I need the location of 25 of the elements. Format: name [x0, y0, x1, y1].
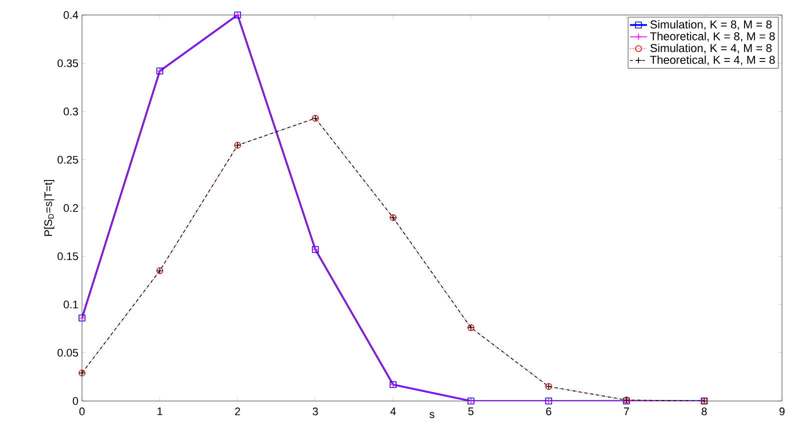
x-tick-label: 6: [546, 408, 552, 416]
legend-label: Theoretical, K = 4, M = 8: [650, 55, 775, 66]
x-tick-label: 2: [235, 408, 240, 416]
x-tick-label: 1: [158, 408, 162, 416]
y-tick-label: 0: [72, 397, 78, 405]
x-tick-label: 7: [624, 408, 629, 416]
y-tick-label: 0.05: [58, 348, 78, 357]
x-tick-label: 5: [468, 408, 474, 416]
y-tick-label: 0.25: [58, 156, 78, 164]
legend-label: Simulation, K = 4, M = 8: [650, 44, 772, 54]
x-tick-label: 0: [79, 408, 85, 416]
y-tick-label: 0.3: [64, 108, 78, 116]
x-axis-title: s: [430, 412, 434, 418]
x-tick-label: 3: [312, 408, 318, 416]
legend-label: Simulation, K = 8, M = 8: [650, 20, 772, 30]
y-tick-label: 0.4: [64, 11, 78, 19]
y-tick-label: 0.15: [58, 252, 78, 260]
x-tick-label: 8: [702, 408, 707, 416]
x-tick-label: 9: [779, 408, 785, 416]
x-tick-label: 4: [390, 408, 396, 416]
y-tick-label: 0.2: [64, 204, 78, 212]
y-tick-label: 0.1: [64, 300, 78, 308]
y-axis-title: P[S$_{D}$=s|T=t]: [44, 180, 54, 236]
legend-label: Theoretical, K = 8, M = 8: [650, 32, 775, 42]
y-tick-label: 0.35: [58, 59, 78, 68]
